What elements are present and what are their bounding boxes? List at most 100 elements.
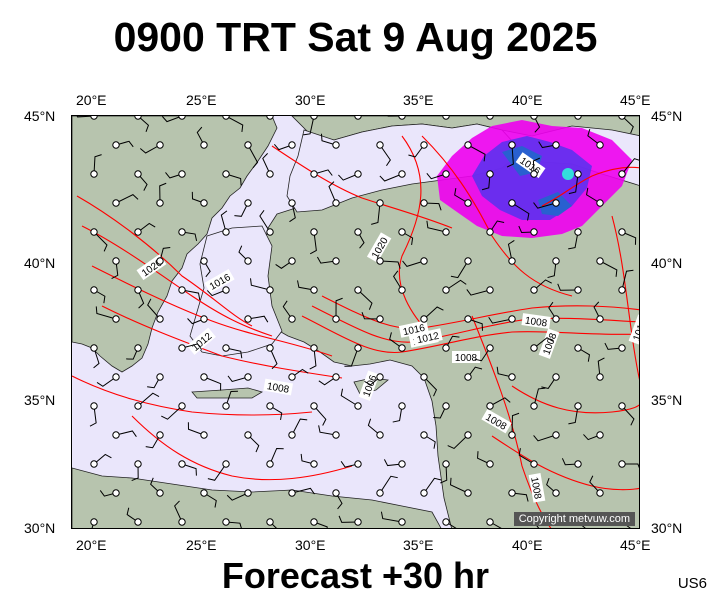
wind-station	[574, 116, 582, 120]
isobar-label: 1016	[628, 314, 639, 345]
wind-station	[354, 286, 362, 294]
wind-barb	[364, 376, 381, 386]
wind-station	[354, 344, 362, 352]
lon-label-45e: 45°E	[620, 92, 651, 108]
wind-barb	[181, 463, 197, 476]
wind-station	[376, 315, 384, 323]
wind-station	[222, 460, 230, 468]
wind-station	[310, 518, 318, 526]
wind-barb	[447, 434, 469, 450]
wind-station	[552, 315, 560, 323]
wind-station	[398, 116, 406, 120]
wind-station	[310, 344, 318, 352]
wind-station	[178, 344, 186, 352]
wind-barb	[131, 463, 139, 482]
wind-barb	[76, 116, 95, 118]
weather-map: 1020 1016 1012 1008 1016 1020	[71, 115, 640, 529]
wind-station	[112, 141, 120, 149]
wind-station	[530, 460, 538, 468]
wind-station	[354, 402, 362, 410]
lon-label-25e-bottom: 25°E	[186, 537, 217, 553]
wind-station	[200, 489, 208, 497]
wind-barb	[548, 301, 557, 320]
wind-station	[354, 518, 362, 526]
lon-label-25e: 25°E	[186, 92, 217, 108]
wind-barb	[115, 194, 139, 204]
rain-core	[562, 168, 574, 180]
wind-barb	[423, 477, 442, 494]
wind-barb	[533, 387, 546, 407]
wind-barb	[533, 337, 554, 349]
svg-text:1012: 1012	[416, 331, 440, 346]
wind-station	[530, 402, 538, 410]
wind-station	[288, 315, 296, 323]
wind-barb	[466, 289, 491, 296]
wind-station	[596, 373, 604, 381]
wind-station	[574, 402, 582, 410]
wind-station	[420, 199, 428, 207]
wind-station	[222, 402, 230, 410]
wind-station	[596, 315, 604, 323]
wind-barb	[467, 366, 483, 378]
wind-barb	[477, 451, 491, 465]
land-egypt	[72, 467, 442, 528]
wind-barb	[111, 260, 119, 280]
wind-barb	[282, 300, 293, 320]
wind-barb	[445, 279, 467, 291]
lat-label-40n: 40°N	[24, 255, 56, 271]
wind-station	[398, 460, 406, 468]
wind-barb	[389, 332, 403, 349]
wind-station	[596, 257, 604, 265]
wind-station	[288, 373, 296, 381]
wind-station	[486, 116, 494, 120]
wind-station	[90, 402, 98, 410]
wind-barb	[561, 458, 579, 466]
lat-label-35n-right: 35°N	[651, 392, 683, 408]
wind-barb	[367, 418, 381, 436]
wind-station	[310, 286, 318, 294]
wind-barb	[583, 434, 601, 441]
lon-label-30e: 30°E	[295, 92, 326, 108]
wind-station	[90, 170, 98, 178]
wind-station	[178, 402, 186, 410]
wind-barb	[423, 434, 436, 449]
wind-station	[332, 141, 340, 149]
wind-station	[530, 116, 538, 120]
svg-text:1008: 1008	[524, 316, 548, 330]
wind-barb	[316, 256, 337, 264]
wind-station	[420, 257, 428, 265]
wind-station	[288, 257, 296, 265]
wind-station	[332, 257, 340, 265]
wind-barb	[547, 260, 557, 279]
wind-barb	[247, 434, 260, 453]
wind-barb	[318, 425, 337, 436]
wind-station	[574, 228, 582, 236]
wind-station	[156, 489, 164, 497]
isobar-label: 1008	[521, 313, 551, 330]
svg-text:1008: 1008	[455, 353, 478, 364]
wind-barb	[238, 245, 249, 262]
wind-station	[90, 228, 98, 236]
wind-barb	[338, 173, 359, 181]
wind-station	[90, 460, 98, 468]
wind-station	[266, 286, 274, 294]
wind-station	[200, 431, 208, 439]
wind-barb	[538, 141, 557, 149]
isobar-label: 1008	[528, 472, 546, 503]
wind-barb	[93, 347, 100, 369]
wind-barb	[511, 412, 520, 436]
wind-barb	[262, 153, 271, 175]
wind-station	[376, 257, 384, 265]
wind-station	[618, 402, 626, 410]
wind-barb	[309, 231, 317, 255]
wind-barb	[145, 434, 161, 449]
wind-station	[112, 373, 120, 381]
wind-barb	[181, 289, 201, 301]
wind-station	[398, 228, 406, 236]
wind-station	[376, 141, 384, 149]
wind-station	[332, 199, 340, 207]
wind-barb	[161, 116, 183, 123]
wind-station	[244, 489, 252, 497]
wind-barb	[450, 260, 469, 279]
wind-barb	[207, 463, 227, 481]
